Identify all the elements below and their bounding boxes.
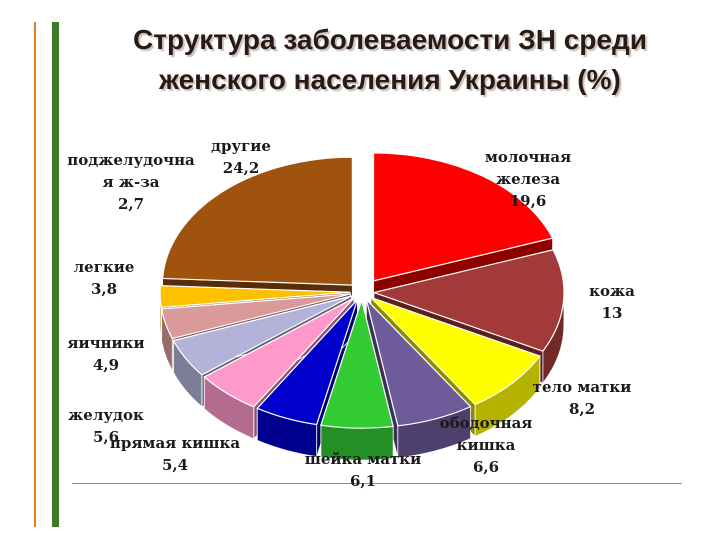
slide-title-line-1: Структура заболеваемости ЗН среди <box>133 24 647 55</box>
slice-name: другие <box>211 137 271 155</box>
pie-slice <box>160 293 351 340</box>
slice-label: тело матки 8,2 <box>533 378 632 418</box>
slice-value: 6,1 <box>350 472 376 490</box>
slice-name: поджелудочна <box>67 151 195 169</box>
slide-title-line-2: женского населения Украины (%) <box>159 64 621 95</box>
slice-name: прямая кишка <box>110 434 241 452</box>
slice-value: 8,2 <box>569 400 595 418</box>
slice-label: легкие 3,8 <box>74 258 135 298</box>
pie-slice <box>203 297 355 408</box>
slice-name: кожа <box>589 282 635 300</box>
slice-value: 13 <box>602 304 623 322</box>
pie-slice <box>320 297 394 429</box>
slice-value: 5,6 <box>93 428 119 446</box>
slice-label: другие 24,2 <box>211 137 271 177</box>
pie-slice <box>172 295 352 376</box>
slice-value: 4,9 <box>93 356 119 374</box>
slice-name: молочная <box>485 148 571 166</box>
slice-name: шейка матки <box>305 450 422 468</box>
pie-slice <box>370 296 541 406</box>
slice-value: 19,6 <box>510 192 547 210</box>
slice-name: ободочная <box>440 414 533 432</box>
pie-labels: молочная железа 19,6 кожа 13 тело матки 8,2 обо… <box>67 137 635 490</box>
pie-slice <box>161 156 353 286</box>
slice-name: кишка <box>457 436 516 454</box>
pie-slice <box>371 249 565 352</box>
slice-label: молочная железа 19,6 <box>485 148 571 210</box>
slice-name: легкие <box>74 258 135 276</box>
pie-slice <box>365 297 472 427</box>
slice-name: железа <box>496 170 560 188</box>
pie-slice <box>256 299 359 426</box>
slice-name: желудок <box>68 406 144 424</box>
slice-name: я ж-за <box>103 173 160 191</box>
slice-value: 3,8 <box>91 280 117 298</box>
pie-slice <box>159 285 351 308</box>
decorative-divider <box>72 483 682 484</box>
slice-label: прямая кишка 5,4 <box>110 434 241 474</box>
slice-value: 2,7 <box>118 195 144 213</box>
pie-tops <box>159 152 565 429</box>
slice-label: шейка матки 6,1 <box>305 450 422 490</box>
slice-name: тело матки <box>533 378 632 396</box>
slice-value: 5,4 <box>162 456 188 474</box>
pie-slice <box>372 152 554 282</box>
slice-value: 24,2 <box>223 159 260 177</box>
decorative-bar-thick <box>52 22 59 527</box>
slice-value: 6,6 <box>473 458 499 476</box>
decorative-bar-thin <box>34 22 36 527</box>
slice-label: поджелудочна я ж-за 2,7 <box>67 151 195 213</box>
slide-title: Структура заболеваемости ЗН среди женско… <box>70 20 710 100</box>
slice-label: ободочная кишка 6,6 <box>440 414 533 476</box>
slice-label: кожа 13 <box>589 282 635 322</box>
slice-label: желудок 5,6 <box>68 406 144 446</box>
slice-label: яичники 4,9 <box>67 334 144 374</box>
slice-name: яичники <box>67 334 144 352</box>
